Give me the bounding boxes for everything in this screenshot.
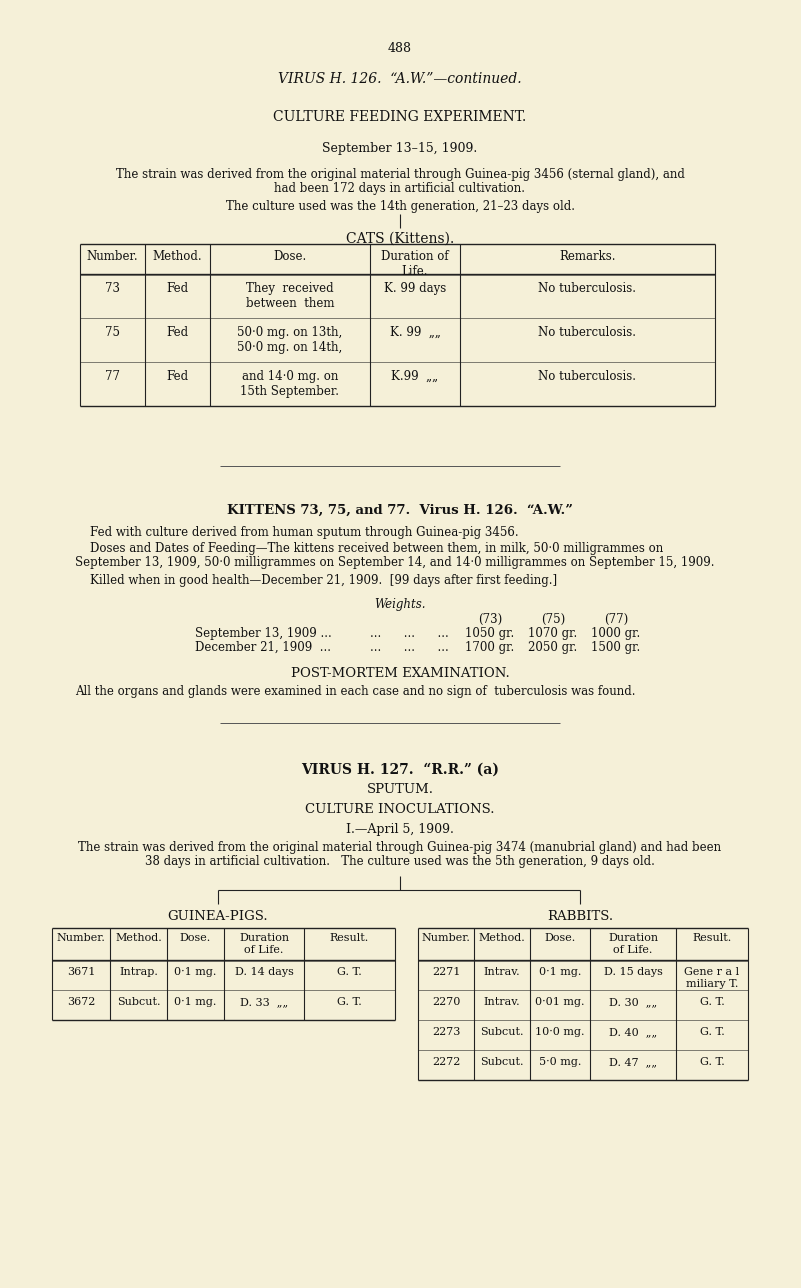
Text: KITTENS 73, 75, and 77.  Virus H. 126.  “A.W.”: KITTENS 73, 75, and 77. Virus H. 126. “A… (227, 504, 573, 516)
Text: September 13, 1909, 50·0 milligrammes on September 14, and 14·0 milligrammes on : September 13, 1909, 50·0 milligrammes on… (75, 556, 714, 569)
Text: 0·1 mg.: 0·1 mg. (175, 967, 217, 978)
Text: G. T.: G. T. (337, 997, 362, 1007)
Text: Fed: Fed (167, 370, 188, 383)
Text: 1500 gr.: 1500 gr. (591, 641, 641, 654)
Text: Intrap.: Intrap. (119, 967, 158, 978)
Text: The strain was derived from the original material through Guinea-pig 3456 (stern: The strain was derived from the original… (115, 167, 684, 182)
Text: They  received
between  them: They received between them (246, 282, 334, 310)
Text: Duration of
Life.: Duration of Life. (381, 250, 449, 278)
Text: 77: 77 (105, 370, 120, 383)
Text: Result.: Result. (330, 933, 369, 943)
Text: 2272: 2272 (432, 1057, 461, 1066)
Text: 1070 gr.: 1070 gr. (529, 627, 578, 640)
Text: Remarks.: Remarks. (559, 250, 616, 263)
Text: ...      ...      ...: ... ... ... (370, 641, 449, 654)
Text: Fed: Fed (167, 282, 188, 295)
Text: 1000 gr.: 1000 gr. (591, 627, 641, 640)
Text: VIRUS H. 126.  “A.W.”—continued.: VIRUS H. 126. “A.W.”—continued. (278, 72, 521, 86)
Text: Fed with culture derived from human sputum through Guinea-pig 3456.: Fed with culture derived from human sput… (90, 526, 518, 538)
Text: CULTURE INOCULATIONS.: CULTURE INOCULATIONS. (305, 802, 495, 817)
Text: Method.: Method. (115, 933, 162, 943)
Text: D. 47  „„: D. 47 „„ (609, 1057, 657, 1066)
Text: Subcut.: Subcut. (481, 1027, 524, 1037)
Text: No tuberculosis.: No tuberculosis. (538, 326, 637, 339)
Text: 0·1 mg.: 0·1 mg. (175, 997, 217, 1007)
Text: September 13, 1909 ...: September 13, 1909 ... (195, 627, 332, 640)
Text: D. 14 days: D. 14 days (235, 967, 293, 978)
Text: D. 15 days: D. 15 days (604, 967, 662, 978)
Text: CATS (Kittens).: CATS (Kittens). (346, 232, 454, 246)
Text: 5·0 mg.: 5·0 mg. (539, 1057, 582, 1066)
Text: Duration
of Life.: Duration of Life. (239, 933, 289, 954)
Text: The strain was derived from the original material through Guinea-pig 3474 (manub: The strain was derived from the original… (78, 841, 722, 854)
Text: G. T.: G. T. (337, 967, 362, 978)
Text: Dose.: Dose. (180, 933, 211, 943)
Text: D. 40  „„: D. 40 „„ (609, 1027, 657, 1037)
Text: VIRUS H. 127.  “R.R.” (a): VIRUS H. 127. “R.R.” (a) (301, 762, 499, 777)
Text: D. 30  „„: D. 30 „„ (609, 997, 657, 1007)
Text: SPUTUM.: SPUTUM. (367, 783, 433, 796)
Text: 488: 488 (388, 43, 412, 55)
Text: 2271: 2271 (432, 967, 461, 978)
Text: Killed when in good health—December 21, 1909.  [99 days after first feeding.]: Killed when in good health—December 21, … (90, 574, 557, 587)
Text: had been 172 days in artificial cultivation.: had been 172 days in artificial cultivat… (275, 182, 525, 194)
Text: Duration
of Life.: Duration of Life. (608, 933, 658, 954)
Text: I.—April 5, 1909.: I.—April 5, 1909. (346, 823, 454, 836)
Text: 75: 75 (105, 326, 120, 339)
Text: Method.: Method. (153, 250, 203, 263)
Text: Subcut.: Subcut. (481, 1057, 524, 1066)
Text: K. 99 days: K. 99 days (384, 282, 446, 295)
Text: September 13–15, 1909.: September 13–15, 1909. (322, 142, 477, 155)
Text: RABBITS.: RABBITS. (547, 911, 613, 923)
Text: Fed: Fed (167, 326, 188, 339)
Text: 3671: 3671 (66, 967, 95, 978)
Text: K.99  „„: K.99 „„ (392, 370, 439, 383)
Text: Number.: Number. (57, 933, 106, 943)
Text: 1050 gr.: 1050 gr. (465, 627, 514, 640)
Text: 0·1 mg.: 0·1 mg. (539, 967, 582, 978)
Text: ...      ...      ...: ... ... ... (370, 627, 449, 640)
Text: Number.: Number. (87, 250, 139, 263)
Text: Doses and Dates of Feeding—The kittens received between them, in milk, 50·0 mill: Doses and Dates of Feeding—The kittens r… (90, 542, 663, 555)
Text: (73): (73) (478, 613, 502, 626)
Text: Gene r a l
miliary T.: Gene r a l miliary T. (684, 967, 739, 989)
Text: 50·0 mg. on 13th,
50·0 mg. on 14th,: 50·0 mg. on 13th, 50·0 mg. on 14th, (237, 326, 343, 354)
Text: All the organs and glands were examined in each case and no sign of  tuberculosi: All the organs and glands were examined … (75, 685, 635, 698)
Text: 73: 73 (105, 282, 120, 295)
Text: and 14·0 mg. on
15th September.: and 14·0 mg. on 15th September. (240, 370, 340, 398)
Text: GUINEA-PIGS.: GUINEA-PIGS. (167, 911, 268, 923)
Text: 3672: 3672 (66, 997, 95, 1007)
Text: 10·0 mg.: 10·0 mg. (535, 1027, 585, 1037)
Text: G. T.: G. T. (699, 997, 724, 1007)
Text: K. 99  „„: K. 99 „„ (389, 326, 441, 339)
Text: Subcut.: Subcut. (117, 997, 160, 1007)
Text: Dose.: Dose. (545, 933, 576, 943)
Text: CULTURE FEEDING EXPERIMENT.: CULTURE FEEDING EXPERIMENT. (273, 109, 526, 124)
Text: Number.: Number. (421, 933, 470, 943)
Text: Dose.: Dose. (273, 250, 307, 263)
Text: Weights.: Weights. (374, 598, 426, 611)
Text: 0·01 mg.: 0·01 mg. (535, 997, 585, 1007)
Text: G. T.: G. T. (699, 1057, 724, 1066)
Text: (77): (77) (604, 613, 628, 626)
Text: Intrav.: Intrav. (484, 997, 521, 1007)
Text: No tuberculosis.: No tuberculosis. (538, 282, 637, 295)
Text: G. T.: G. T. (699, 1027, 724, 1037)
Text: POST-MORTEM EXAMINATION.: POST-MORTEM EXAMINATION. (291, 667, 509, 680)
Text: (75): (75) (541, 613, 566, 626)
Text: D. 33  „„: D. 33 „„ (239, 997, 288, 1007)
Text: No tuberculosis.: No tuberculosis. (538, 370, 637, 383)
Text: The culture used was the 14th generation, 21–23 days old.: The culture used was the 14th generation… (226, 200, 574, 213)
Text: 2270: 2270 (432, 997, 461, 1007)
Text: Result.: Result. (692, 933, 731, 943)
Text: December 21, 1909  ...: December 21, 1909 ... (195, 641, 331, 654)
Text: 1700 gr.: 1700 gr. (465, 641, 514, 654)
Text: Intrav.: Intrav. (484, 967, 521, 978)
Text: 38 days in artificial cultivation.   The culture used was the 5th generation, 9 : 38 days in artificial cultivation. The c… (145, 855, 655, 868)
Text: 2273: 2273 (432, 1027, 461, 1037)
Text: Method.: Method. (479, 933, 525, 943)
Text: 2050 gr.: 2050 gr. (529, 641, 578, 654)
